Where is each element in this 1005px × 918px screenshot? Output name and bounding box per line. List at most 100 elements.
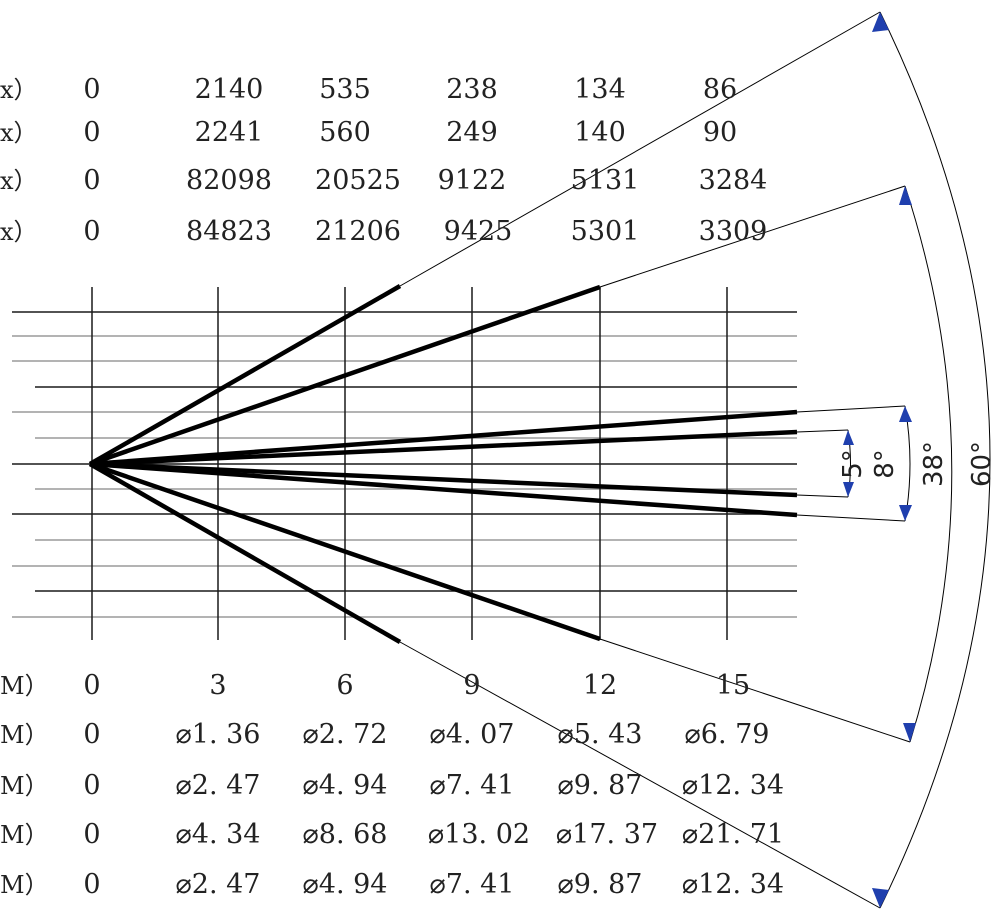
table-cell: 6: [336, 670, 353, 701]
table-cell: 5301: [571, 216, 640, 247]
arc-8: [904, 405, 911, 522]
table-cell: 134: [574, 74, 626, 105]
unit-label: x）: [0, 218, 38, 246]
extension-line: [599, 185, 906, 288]
beam-line-8-upper: [89, 409, 798, 467]
unit-label: M）: [0, 821, 49, 849]
beam-line-8-lower: [89, 461, 798, 518]
arrow-head: [843, 430, 854, 445]
table-cell: ⌀2. 47: [176, 869, 261, 900]
angle-label-8: 8°: [870, 449, 900, 479]
table-cell: 0: [83, 216, 100, 247]
table-cell: ⌀17. 37: [556, 819, 658, 850]
table-cell: ⌀12. 34: [682, 770, 784, 801]
table-cell: 535: [319, 74, 371, 105]
unit-label: M）: [0, 871, 49, 899]
table-cell: ⌀6. 79: [685, 719, 770, 750]
table-cell: 9425: [444, 216, 513, 247]
table-cell: 5131: [571, 165, 640, 196]
table-cell: ⌀21. 71: [682, 819, 784, 850]
table-cell: 140: [574, 117, 626, 148]
beam-line-38-upper: [89, 284, 601, 467]
extension-lines: [399, 11, 911, 909]
table-cell: ⌀7. 41: [430, 869, 515, 900]
extension-line: [796, 405, 906, 413]
unit-label: x）: [0, 119, 38, 147]
top-table: 0 2140 535 238 134 86 0 2241 560 249 140…: [83, 74, 767, 247]
table-cell: 12: [583, 670, 617, 701]
table-cell: 249: [446, 117, 498, 148]
beam-lines: [88, 284, 798, 644]
arc-38: [904, 185, 953, 743]
table-cell: 3: [209, 670, 226, 701]
top-table-units: x） x） x） x）: [0, 76, 38, 246]
arrow-head: [872, 888, 889, 908]
table-cell: 84823: [186, 216, 272, 247]
beam-line-5-upper: [89, 429, 798, 467]
unit-label: M）: [0, 672, 49, 700]
arrow-head: [843, 482, 854, 497]
table-cell: ⌀8. 68: [303, 819, 388, 850]
table-cell: 0: [83, 719, 100, 750]
arc-60: [879, 11, 991, 909]
table-cell: ⌀1. 36: [176, 719, 261, 750]
table-cell: 20525: [315, 165, 401, 196]
table-cell: 238: [446, 74, 498, 105]
extension-line: [796, 429, 849, 433]
extension-line: [399, 641, 881, 909]
beam-line-60-upper: [88, 284, 402, 466]
table-cell: 3309: [699, 216, 768, 247]
table-cell: 0: [83, 670, 100, 701]
table-cell: 15: [716, 670, 750, 701]
table-cell: ⌀4. 94: [303, 869, 388, 900]
table-cell: 9: [463, 670, 480, 701]
table-cell: ⌀2. 47: [176, 770, 261, 801]
table-cell: 3284: [699, 165, 768, 196]
table-cell: ⌀5. 43: [558, 719, 643, 750]
arrow-head: [872, 12, 889, 32]
arrow-head: [899, 505, 912, 521]
table-cell: ⌀13. 02: [428, 819, 530, 850]
table-cell: ⌀7. 41: [430, 770, 515, 801]
angle-label-60: 60°: [967, 441, 997, 487]
extension-line: [399, 11, 881, 287]
table-cell: ⌀9. 87: [558, 770, 643, 801]
table-cell: 2241: [195, 117, 264, 148]
unit-label: M）: [0, 772, 49, 800]
table-cell: 0: [83, 117, 100, 148]
table-cell: 0: [83, 770, 100, 801]
unit-label: x）: [0, 76, 38, 104]
table-cell: 21206: [315, 216, 401, 247]
unit-label: x）: [0, 167, 38, 195]
table-cell: 0: [83, 869, 100, 900]
table-cell: ⌀4. 07: [430, 719, 515, 750]
beam-line-5-lower: [89, 461, 798, 498]
angle-label-38: 38°: [919, 441, 949, 487]
table-cell: ⌀4. 94: [303, 770, 388, 801]
table-cell: 0: [83, 74, 100, 105]
extension-line: [599, 638, 911, 743]
beam-line-60-lower: [88, 462, 402, 644]
arrow-head: [899, 406, 912, 422]
table-cell: ⌀2. 72: [303, 719, 388, 750]
table-cell: 0: [83, 165, 100, 196]
table-cell: 0: [83, 819, 100, 850]
table-cell: 2140: [195, 74, 264, 105]
arrow-head: [899, 186, 912, 205]
unit-label: M）: [0, 721, 49, 749]
arrow-head: [903, 723, 916, 742]
table-cell: 90: [703, 117, 737, 148]
beam-line-38-lower: [89, 461, 601, 642]
table-cell: ⌀12. 34: [682, 869, 784, 900]
table-cell: 86: [703, 74, 737, 105]
extension-line: [796, 514, 906, 522]
table-cell: 82098: [186, 165, 272, 196]
table-cell: 560: [319, 117, 371, 148]
angle-label-5: 5°: [838, 449, 868, 479]
extension-line: [796, 494, 849, 498]
bottom-table-units: M） M） M） M） M）: [0, 672, 49, 899]
table-cell: 9122: [438, 165, 507, 196]
table-cell: ⌀4. 34: [176, 819, 261, 850]
arrowheads: [843, 12, 916, 908]
